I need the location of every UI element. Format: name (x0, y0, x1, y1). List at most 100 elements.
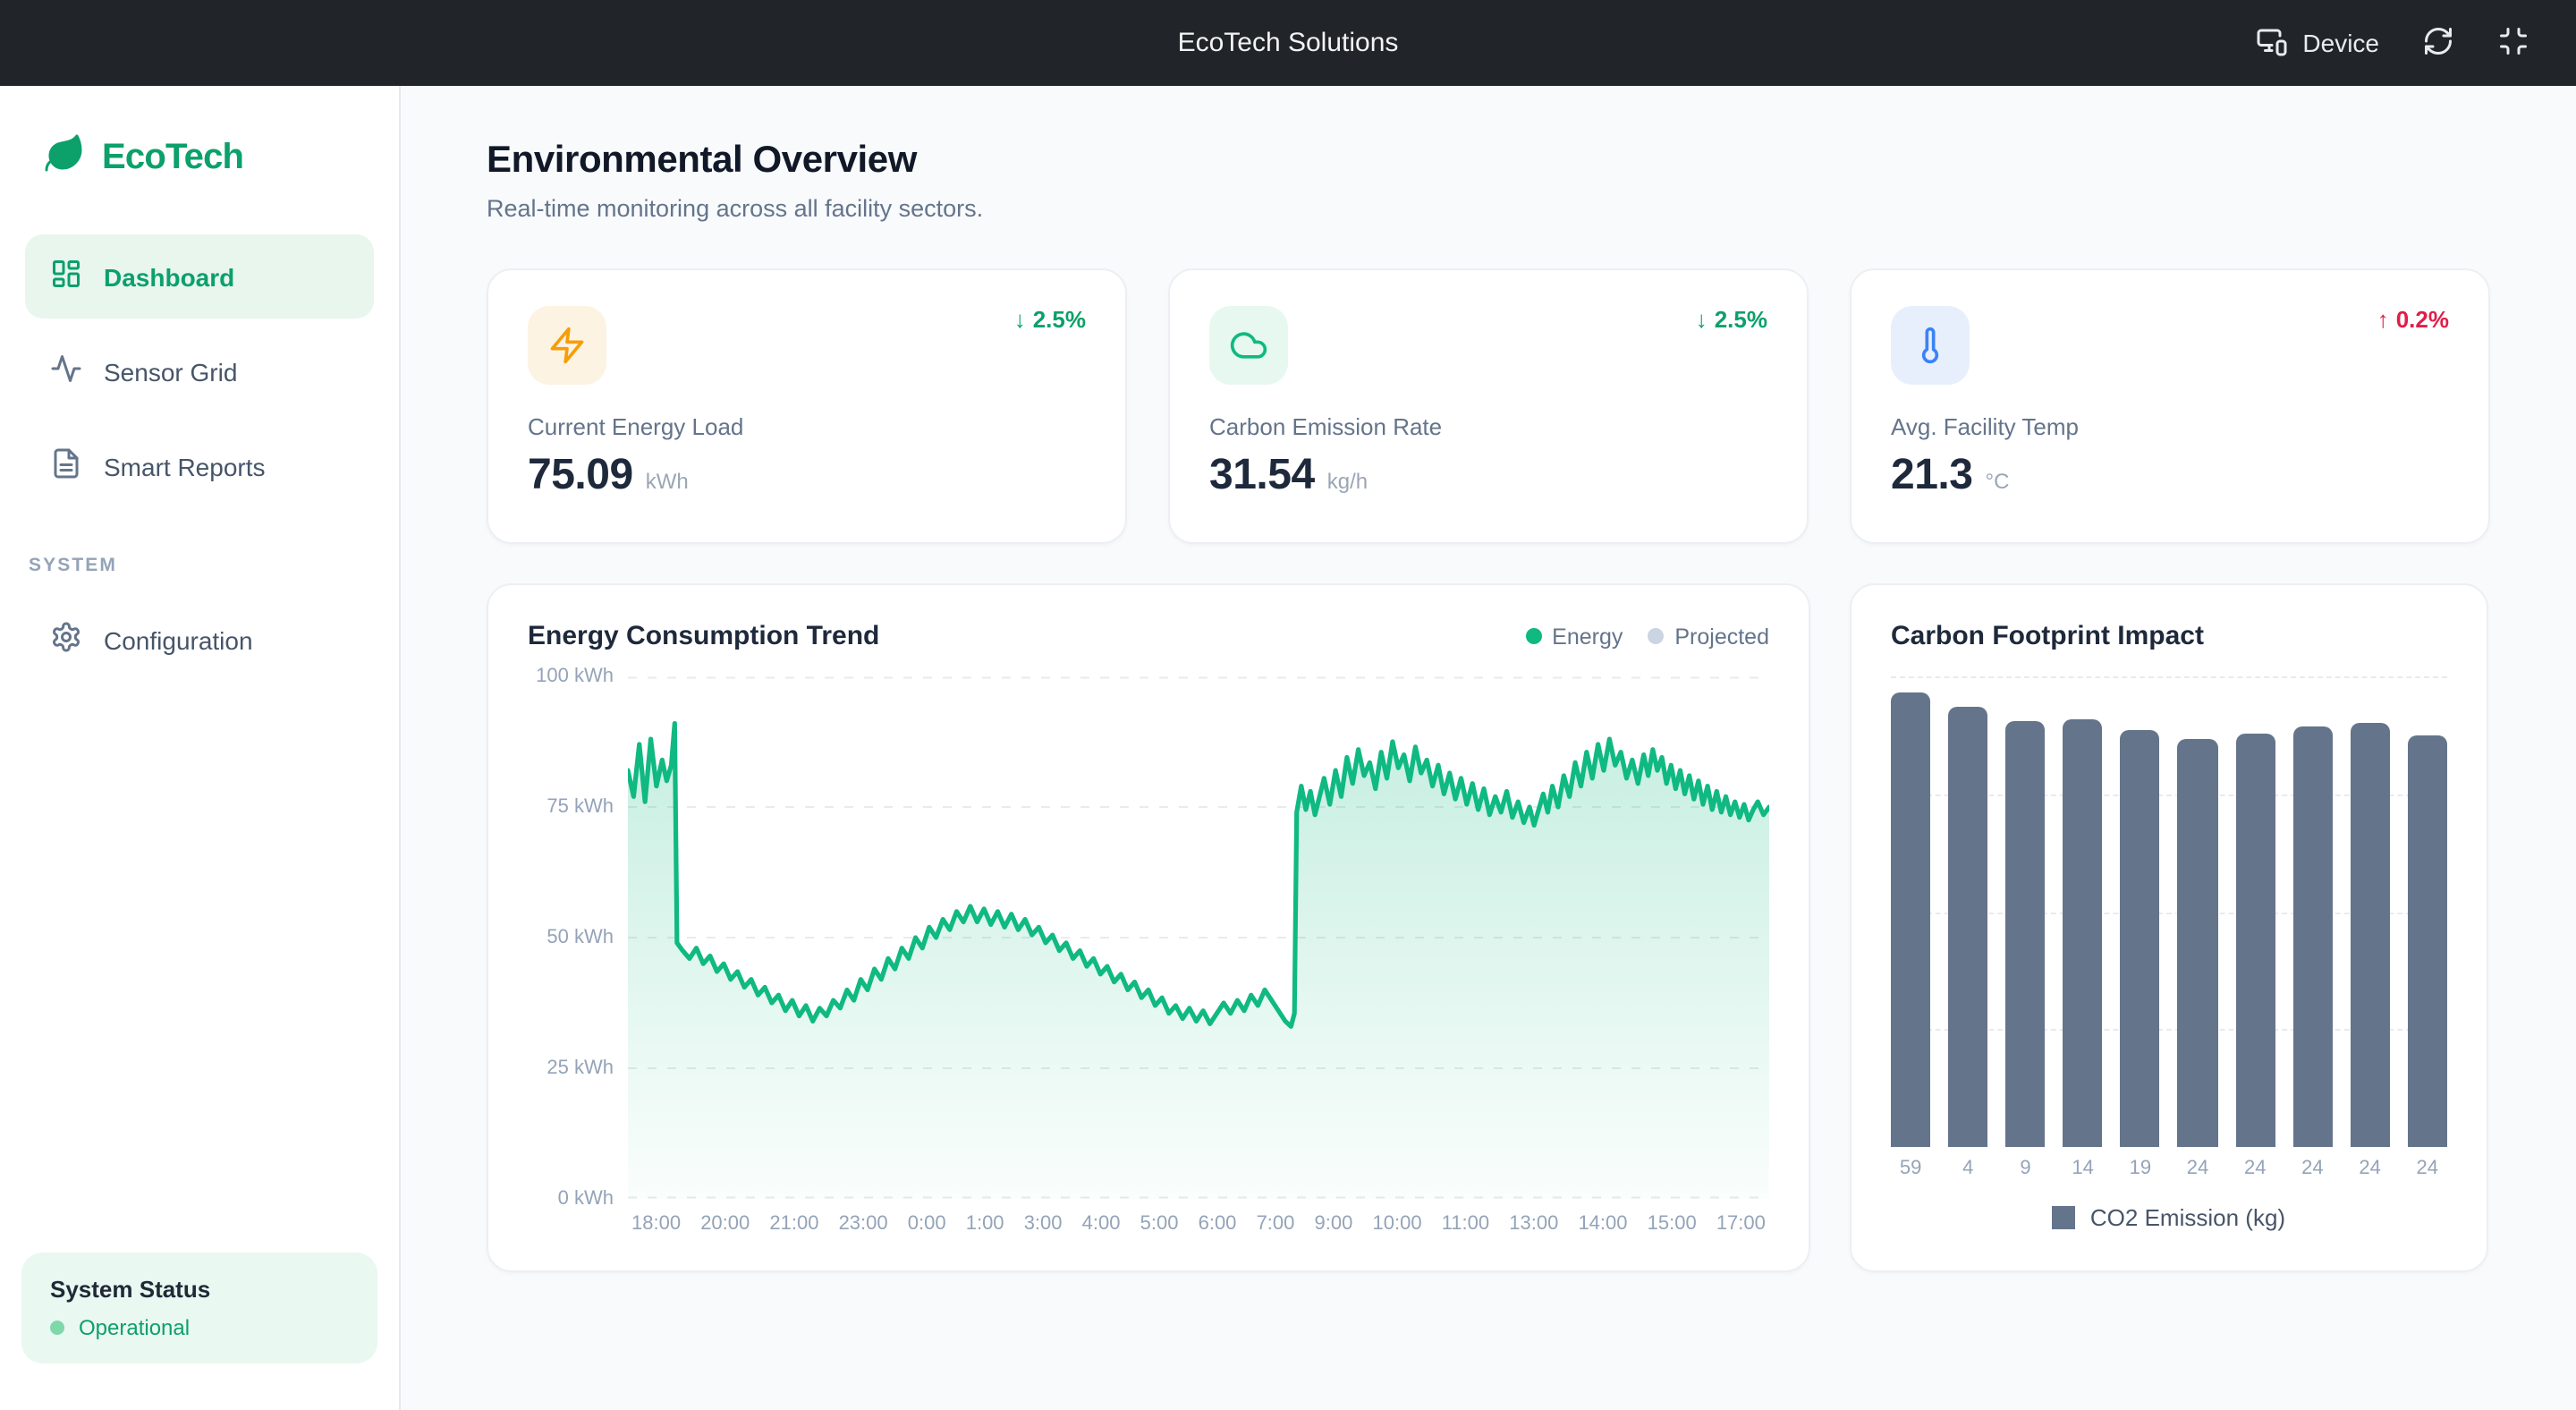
sidebar: EcoTech Dashboard Sensor Grid (0, 86, 401, 1410)
gear-icon (50, 621, 82, 658)
page-title: Environmental Overview (487, 140, 917, 181)
stat-delta: ↓ 2.5% (1695, 306, 1767, 333)
window-title: EcoTech Solutions (1177, 28, 1399, 58)
x-axis-tick: 3:00 (1023, 1213, 1063, 1235)
gridline (1891, 912, 2447, 913)
cloud-icon (1209, 306, 1288, 385)
sidebar-item-smart-reports[interactable]: Smart Reports (25, 424, 374, 508)
y-axis-tick: 25 kWh (547, 1058, 614, 1079)
minimize-icon (2497, 24, 2529, 62)
energy-line-chart (628, 676, 1769, 1199)
legend-item-projected[interactable]: Projected (1648, 624, 1769, 649)
sidebar-nav-system: Configuration (0, 590, 399, 682)
x-axis-tick: 7:00 (1256, 1213, 1295, 1235)
file-text-icon (50, 447, 82, 485)
chart-legend: Energy Projected (1525, 624, 1769, 649)
x-axis-tick: 1:00 (965, 1213, 1004, 1235)
refresh-button[interactable] (2422, 24, 2454, 62)
stat-unit: kg/h (1326, 469, 1368, 494)
line-chart-plot (628, 676, 1769, 1199)
stat-value: 75.09 (528, 451, 633, 499)
sidebar-item-dashboard[interactable]: Dashboard (25, 234, 374, 319)
stat-label: Current Energy Load (528, 413, 744, 440)
sidebar-item-label: Configuration (104, 625, 253, 654)
gridline (1891, 676, 2447, 678)
stats-row: ↓ 2.5% Current Energy Load 75.09 kWh ↓ 2.5… (487, 268, 2490, 544)
x-axis-tick: 15:00 (1647, 1213, 1697, 1235)
x-axis-tick: 4:00 (1081, 1213, 1121, 1235)
co2-bar (2292, 726, 2333, 1147)
energy-trend-card: Energy Consumption Trend Energy Projecte… (487, 583, 1810, 1272)
topbar: EcoTech Solutions Device (0, 0, 2576, 86)
bar-label: 24 (2301, 1158, 2324, 1179)
sidebar-item-label: Dashboard (104, 262, 235, 291)
bar-label: 59 (1899, 1158, 1922, 1179)
bar-label: 24 (2359, 1158, 2381, 1179)
x-axis-tick: 14:00 (1578, 1213, 1628, 1235)
bar-chart-plot (1891, 676, 2447, 1147)
co2-bar (2005, 721, 2046, 1147)
stat-value: 21.3 (1891, 451, 1973, 499)
x-axis-tick: 9:00 (1314, 1213, 1353, 1235)
co2-bar (1948, 706, 1988, 1147)
legend-swatch-co2 (2052, 1206, 2076, 1229)
x-axis-tick: 21:00 (769, 1213, 819, 1235)
trend-down-icon: ↓ (1013, 306, 1026, 333)
thermometer-icon (1891, 306, 1970, 385)
co2-bar (2120, 729, 2160, 1147)
stat-delta: ↓ 2.5% (1013, 306, 1086, 333)
x-axis-tick: 17:00 (1716, 1213, 1766, 1235)
co2-bar (2407, 735, 2447, 1147)
x-axis-labels: 18:00 20:00 21:00 23:00 0:00 1:00 3:00 4:00 5:00… (628, 1213, 1769, 1235)
stat-label: Carbon Emission Rate (1209, 413, 1443, 440)
x-axis-tick: 18:00 (631, 1213, 682, 1235)
charts-row: Energy Consumption Trend Energy Projecte… (487, 583, 2490, 1272)
co2-bar (2235, 734, 2275, 1147)
bar-label: 19 (2129, 1158, 2152, 1179)
bar-label: 24 (2243, 1158, 2267, 1179)
x-axis-tick: 0:00 (907, 1213, 946, 1235)
refresh-icon (2422, 24, 2454, 62)
sidebar-nav: Dashboard Sensor Grid Smart Reports (0, 227, 399, 508)
device-button[interactable]: Device (2256, 24, 2379, 62)
sidebar-section-system: SYSTEM (29, 555, 117, 576)
gridline (1891, 794, 2447, 796)
sidebar-item-label: Sensor Grid (104, 357, 238, 386)
co2-bar (2063, 719, 2103, 1147)
bar-label: 4 (1962, 1158, 1974, 1179)
y-axis-tick: 75 kWh (547, 796, 614, 818)
x-axis-tick: 10:00 (1372, 1213, 1422, 1235)
stat-card-energy-load: ↓ 2.5% Current Energy Load 75.09 kWh (487, 268, 1127, 544)
stat-delta: ↑ 0.2% (2377, 306, 2449, 333)
bar-axis-labels: 59 4 9 14 19 24 24 24 24 24 (1891, 1158, 2447, 1179)
x-axis-tick: 13:00 (1509, 1213, 1559, 1235)
carbon-footprint-card: Carbon Footprint Impact 59 4 9 14 19 24 24 24 24… (1850, 583, 2488, 1272)
sidebar-item-configuration[interactable]: Configuration (25, 598, 374, 682)
x-axis-tick: 5:00 (1140, 1213, 1179, 1235)
sidebar-item-label: Smart Reports (104, 452, 266, 480)
stat-value: 31.54 (1209, 451, 1315, 499)
bar-label: 24 (2186, 1158, 2209, 1179)
legend-dot-projected (1648, 628, 1665, 644)
system-status-title: System Status (50, 1276, 211, 1303)
sidebar-item-sensor-grid[interactable]: Sensor Grid (25, 329, 374, 413)
brand-logo: EcoTech (0, 86, 399, 227)
brand-name: EcoTech (102, 138, 244, 177)
zap-icon (528, 306, 606, 385)
y-axis-labels: 100 kWh 75 kWh 50 kWh 25 kWh 0 kWh (528, 666, 614, 1210)
y-axis-tick: 0 kWh (557, 1188, 614, 1210)
trend-down-icon: ↓ (1695, 306, 1707, 333)
bar-legend-label: CO2 Emission (kg) (2089, 1204, 2286, 1231)
x-axis-tick: 6:00 (1198, 1213, 1237, 1235)
y-axis-tick: 50 kWh (547, 927, 614, 948)
bar-chart-legend: CO2 Emission (kg) (1891, 1204, 2447, 1231)
minimize-button[interactable] (2497, 24, 2529, 62)
stat-card-facility-temp: ↑ 0.2% Avg. Facility Temp 21.3 °C (1850, 268, 2490, 544)
main-content: Environmental Overview Real-time monitor… (401, 86, 2576, 1410)
bar-label: 9 (2020, 1158, 2031, 1179)
legend-item-energy[interactable]: Energy (1525, 624, 1623, 649)
system-status-card: System Status Operational (21, 1253, 377, 1363)
dashboard-grid-icon (50, 258, 82, 295)
status-dot (50, 1321, 64, 1335)
x-axis-tick: 20:00 (700, 1213, 750, 1235)
